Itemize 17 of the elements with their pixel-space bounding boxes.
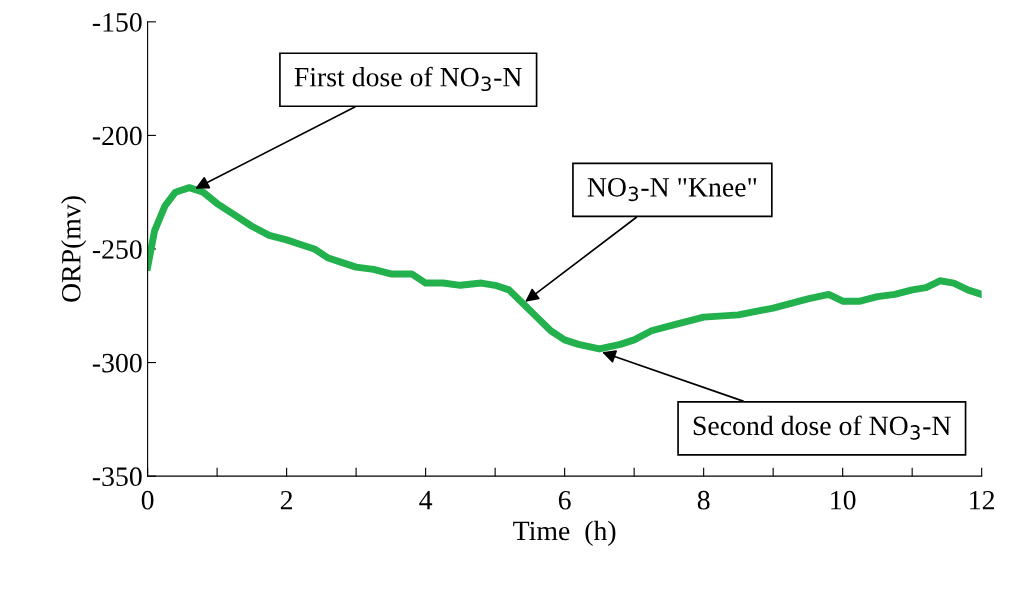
annotation: NO$_{3}$-N "Knee" — [587, 177, 757, 202]
x-tick-label: 6 — [558, 490, 571, 510]
x-tick-label: 2 — [280, 490, 293, 510]
annotation: Second dose of NO$_{3}$-N — [693, 415, 951, 440]
x-tick-label: 0 — [141, 490, 154, 510]
x-tick-label: 10 — [831, 490, 856, 510]
y-axis-title: ORP(mv) — [61, 196, 87, 302]
x-tick-label: 8 — [697, 490, 710, 510]
x-tick-label: 12 — [970, 490, 995, 510]
x-axis-title: Time (h) — [513, 520, 616, 546]
y-tick-label: -250 — [92, 240, 142, 259]
x-tick-label: 4 — [419, 491, 433, 510]
y-tick-label: -200 — [92, 126, 142, 146]
y-tick-label: -300 — [92, 353, 142, 373]
y-tick-label: -350 — [92, 467, 142, 487]
y-tick-label: -150 — [92, 13, 142, 32]
annotation: First dose of NO$_{3}$-N — [294, 66, 522, 92]
